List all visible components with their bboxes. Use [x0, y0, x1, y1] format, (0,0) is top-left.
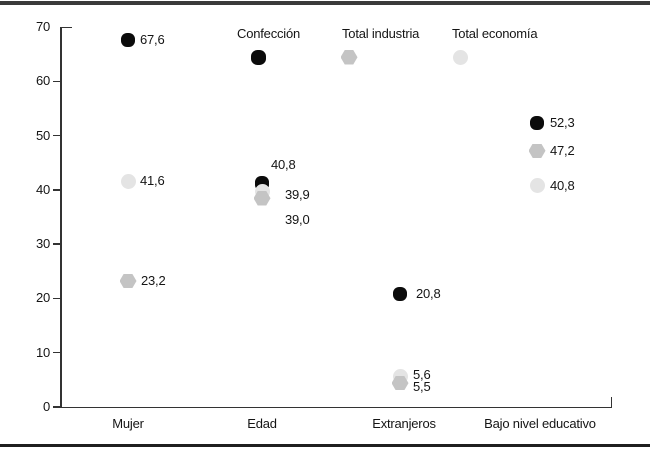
y-axis-tick — [53, 352, 60, 354]
y-axis-tick-label: 50 — [35, 127, 50, 143]
y-axis-tick — [53, 297, 60, 300]
data-point-label-confecci-n-extranjeros: 20,8 — [416, 286, 441, 302]
data-point-label-confecci-n-mujer: 67,6 — [140, 32, 165, 48]
data-point-total-industria-edad — [253, 191, 271, 206]
top-rule-line — [0, 1, 650, 5]
bottom-rule-line — [0, 444, 650, 447]
data-point-label-total-econom-a-extranjeros: 5,6 — [413, 366, 431, 382]
y-axis-tick — [53, 80, 60, 82]
y-axis-line — [60, 27, 62, 408]
x-axis-line — [60, 406, 612, 408]
data-point-label-total-industria-edad: 39,0 — [285, 212, 310, 228]
data-point-confecci-n-mujer — [120, 32, 136, 48]
data-point-label-confecci-n-bajo-nivel-educativo: 52,3 — [550, 115, 575, 131]
y-axis-tick — [53, 189, 60, 191]
data-point-total-econom-a-mujer — [120, 173, 136, 189]
data-point-label-total-industria-mujer: 23,2 — [141, 273, 166, 289]
x-category-label-bajo-nivel-educativo: Bajo nivel educativo — [484, 416, 596, 431]
data-point-label-total-econom-a-bajo-nivel-educativo: 40,8 — [550, 177, 575, 193]
data-point-confecci-n-extranjeros — [392, 286, 408, 302]
data-point-confecci-n-bajo-nivel-educativo — [529, 115, 545, 131]
y-axis-top-hook — [60, 26, 72, 28]
y-axis-tick — [53, 243, 60, 245]
y-axis-tick-label: 10 — [35, 344, 50, 360]
x-category-label-extranjeros: Extranjeros — [372, 416, 436, 431]
legend-marker-confeccion-icon — [250, 49, 266, 65]
y-axis-tick-label: 60 — [35, 73, 50, 89]
data-point-total-industria-bajo-nivel-educativo — [528, 143, 546, 159]
legend-marker-total-economia-icon — [452, 50, 468, 65]
x-axis-end-hook — [610, 397, 612, 407]
data-point-total-industria-mujer — [119, 273, 137, 289]
data-point-label-total-industria-extranjeros: 5,5 — [413, 379, 431, 395]
legend-label-total-economia: Total economía — [452, 26, 538, 41]
y-axis-tick — [53, 406, 60, 408]
data-point-total-industria-extranjeros — [391, 375, 409, 391]
legend-label-total-industria: Total industria — [342, 26, 420, 41]
data-point-label-total-econom-a-mujer: 41,6 — [140, 173, 165, 189]
data-point-label-confecci-n-edad: 40,8 — [271, 156, 296, 172]
legend-label-confeccion: Confección — [237, 26, 301, 41]
data-point-total-econom-a-bajo-nivel-educativo — [529, 178, 545, 193]
x-category-label-edad: Edad — [247, 416, 277, 431]
y-axis-tick-label: 20 — [35, 290, 50, 306]
y-axis-tick-label: 0 — [42, 399, 50, 414]
data-point-label-total-econom-a-edad: 39,9 — [285, 187, 310, 203]
legend-marker-total-industria-icon — [340, 50, 358, 65]
data-point-label-total-industria-bajo-nivel-educativo: 47,2 — [550, 142, 575, 158]
y-axis-tick-label: 70 — [35, 19, 50, 34]
x-category-label-mujer: Mujer — [112, 416, 144, 431]
y-axis-tick-label: 30 — [35, 236, 50, 252]
y-axis-tick — [53, 134, 60, 137]
y-axis-tick-label: 40 — [35, 181, 50, 197]
